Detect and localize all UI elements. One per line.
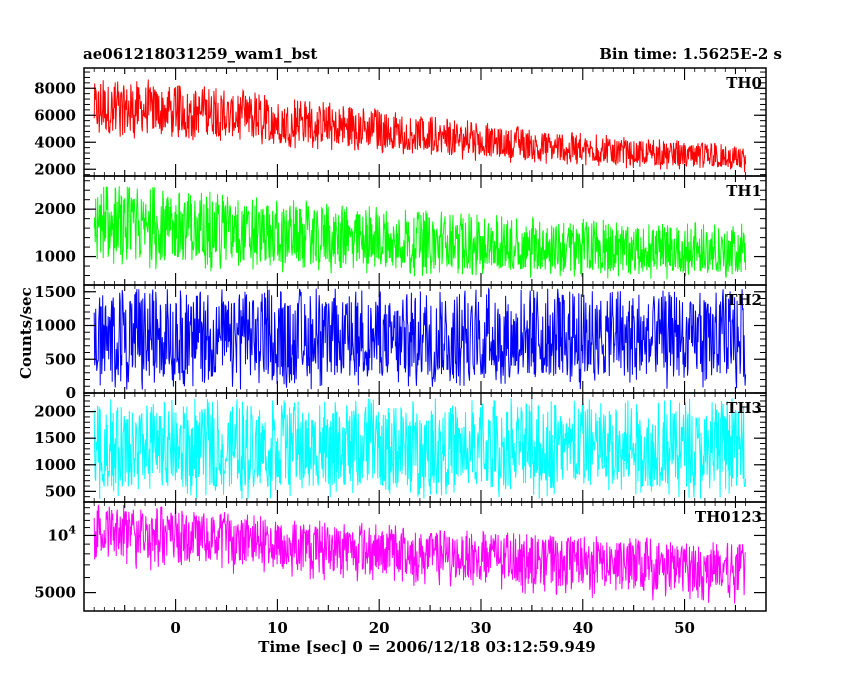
- chart-subtitle: Bin time: 1.5625E-2 s: [599, 45, 782, 63]
- y-tick-label: 5000: [34, 584, 76, 602]
- y-tick-label: 0: [66, 384, 76, 402]
- panel-th1: 1000 2000 TH1: [34, 175, 767, 286]
- x-tick-label: 0: [170, 619, 180, 637]
- y-tick-label: 2000: [34, 160, 76, 178]
- y-tick-label: 500: [45, 350, 76, 368]
- y-axis-label: Counts/sec: [17, 287, 35, 379]
- panel-label: TH0123: [695, 508, 762, 526]
- panel-th0123: 5000 104 TH0123: [34, 501, 767, 612]
- y-tick-label: 6000: [34, 106, 76, 124]
- y-tick-label: 4000: [34, 133, 76, 151]
- y-tick-label: 2000: [34, 403, 76, 421]
- panel-th0: 2000 4000 6000 8000 TH0: [34, 67, 767, 178]
- panel-label: TH2: [726, 291, 762, 309]
- y-tick-label: 1500: [34, 283, 76, 301]
- series-th3: [93, 398, 747, 500]
- panel-label: TH0: [726, 74, 762, 92]
- series-th0: [93, 79, 747, 173]
- panel-th3: 500 1000 1500 2000 TH3: [34, 392, 767, 503]
- series-th1: [93, 186, 747, 280]
- panel-label: TH1: [726, 182, 762, 200]
- panel-label: TH3: [726, 399, 762, 417]
- series-th0123: [93, 504, 747, 604]
- x-tick-label: 50: [674, 619, 695, 637]
- y-tick-label: 8000: [34, 79, 76, 97]
- x-tick-label: 20: [369, 619, 390, 637]
- y-tick-label: 104: [47, 523, 76, 544]
- x-tick-label: 30: [471, 619, 492, 637]
- x-axis-label: Time [sec] 0 = 2006/12/18 03:12:59.949: [258, 638, 596, 656]
- panel-th2: 0 500 1000 1500 TH2: [34, 283, 767, 402]
- chart-title: ae061218031259_wam1_bst: [83, 45, 318, 63]
- y-tick-label: 1000: [34, 456, 76, 474]
- x-tick-label: 10: [267, 619, 288, 637]
- y-tick-label: 500: [45, 482, 76, 500]
- y-tick-label: 2000: [34, 200, 76, 218]
- y-tick-label: 1000: [34, 317, 76, 335]
- panel-frame: [83, 501, 767, 612]
- x-tick-label: 40: [572, 619, 593, 637]
- y-tick-label: 1500: [34, 429, 76, 447]
- series-th2: [93, 287, 747, 390]
- y-tick-label: 1000: [34, 248, 76, 266]
